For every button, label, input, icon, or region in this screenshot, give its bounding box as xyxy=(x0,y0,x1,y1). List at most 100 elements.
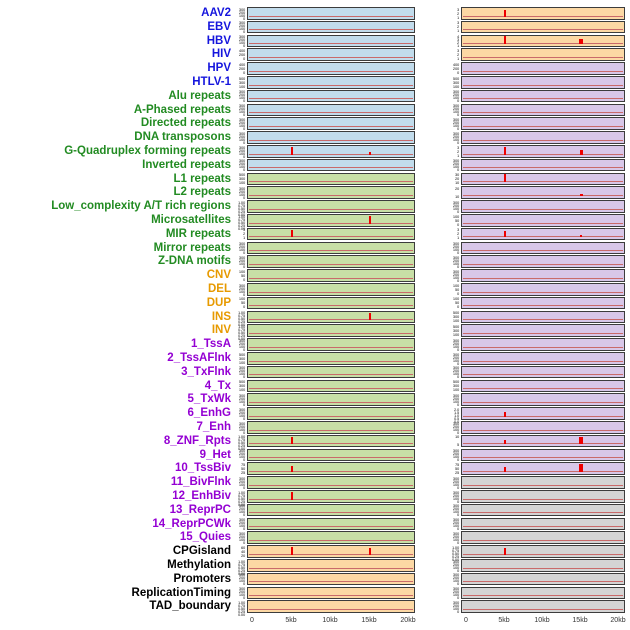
signal-baseline xyxy=(249,539,413,541)
y-axis-ticks-right: 100 50 0 xyxy=(424,297,459,309)
signal-baseline xyxy=(249,346,413,348)
y-axis-ticks-right: 300 200 100 0 xyxy=(424,90,459,103)
y-tick-label: 100 xyxy=(238,164,245,170)
y-tick-label: 200 xyxy=(238,92,245,98)
y-tick-label: 100 xyxy=(238,578,245,584)
y-tick-label: 100 xyxy=(452,343,459,349)
track-label: ReplicationTiming xyxy=(131,586,231,599)
y-tick-label: 0 xyxy=(242,112,245,118)
track-panel-right xyxy=(461,448,625,462)
y-axis-ticks-left: 1.00 0.75 0.50 0.25 0.00 xyxy=(233,324,245,340)
track-panel-left xyxy=(247,172,415,186)
y-tick-label: 100 xyxy=(452,371,459,377)
signal-baseline xyxy=(463,263,623,265)
y-tick-label: 20 xyxy=(454,185,459,191)
y-tick-label: 400 xyxy=(238,61,245,67)
y-tick-label: 500 xyxy=(238,75,245,81)
signal-baseline xyxy=(463,595,623,597)
y-tick-label: 100 xyxy=(238,481,245,487)
signal-spike xyxy=(580,234,582,238)
signal-baseline xyxy=(249,208,413,210)
y-tick-label: 0 xyxy=(456,221,459,227)
y-tick-label: 0.25 xyxy=(238,608,245,614)
signal-baseline xyxy=(463,553,623,555)
y-tick-label: 200 xyxy=(238,51,245,57)
y-axis-ticks-left: 300 200 100 0 xyxy=(233,104,245,118)
y-tick-label: 0.5 xyxy=(454,415,459,421)
y-tick-label: 100 xyxy=(452,536,459,542)
signal-baseline xyxy=(463,332,623,334)
y-tick-label: 300 xyxy=(452,79,459,85)
y-tick-label: 100 xyxy=(452,282,459,288)
signal-baseline xyxy=(463,125,623,127)
track-panel-right xyxy=(461,131,625,144)
y-tick-label: 300 xyxy=(452,158,459,164)
track-panel-right xyxy=(461,600,625,613)
y-tick-label: 0.25 xyxy=(238,567,245,573)
y-tick-label: 2 xyxy=(456,24,459,30)
signal-spike xyxy=(369,215,371,224)
signal-baseline xyxy=(463,512,623,514)
signal-spike xyxy=(504,174,506,183)
y-tick-label: 0 xyxy=(242,512,245,518)
y-tick-label: 100 xyxy=(238,191,245,197)
y-tick-label: 200 xyxy=(452,492,459,498)
y-tick-label: 200 xyxy=(238,340,245,346)
y-tick-label: 1.0 xyxy=(454,412,459,418)
y-axis-ticks-right: 300 200 100 0 xyxy=(424,200,459,213)
y-tick-label: 0.25 xyxy=(238,222,245,228)
y-tick-label: 0 xyxy=(242,484,245,490)
y-tick-label: 25 xyxy=(240,469,245,475)
y-tick-label: 100 xyxy=(452,578,459,584)
y-tick-label: 0.75 xyxy=(238,602,245,608)
track-panel-right xyxy=(461,296,625,310)
signal-baseline xyxy=(249,181,413,183)
y-axis-ticks-right: 75 50 25 xyxy=(424,462,459,474)
y-tick-label: 0 xyxy=(456,69,459,75)
track-label: Microsatellites xyxy=(151,214,231,226)
y-tick-label: 300 xyxy=(452,103,459,109)
y-tick-label: 2 xyxy=(456,51,459,57)
y-axis-ticks-right: 300 200 100 0 xyxy=(424,366,459,379)
y-tick-label: 200 xyxy=(452,533,459,539)
y-tick-label: 200 xyxy=(238,575,245,581)
y-tick-label: 0 xyxy=(456,526,459,532)
y-tick-label: 3 xyxy=(242,227,245,233)
signal-spike xyxy=(579,436,583,445)
y-tick-label: 0.25 xyxy=(238,319,245,325)
track-label: 13_ReprPC xyxy=(169,503,231,516)
track-label: 3_TxFlnk xyxy=(181,365,231,378)
signal-baseline xyxy=(463,498,623,500)
y-axis-ticks-left: 300 200 100 0 xyxy=(233,407,245,420)
signal-baseline xyxy=(249,374,413,376)
y-tick-label: 200 xyxy=(238,506,245,512)
y-tick-label: 0.75 xyxy=(238,313,245,319)
track-panel-right xyxy=(461,503,625,517)
y-axis-ticks-right: 300 200 100 0 xyxy=(424,255,459,268)
signal-baseline xyxy=(463,305,623,307)
track-label: MIR repeats xyxy=(165,227,231,240)
signal-baseline xyxy=(249,56,413,58)
signal-baseline xyxy=(463,139,623,141)
y-tick-label: 200 xyxy=(452,423,459,429)
y-tick-label: 100 xyxy=(238,536,245,542)
y-tick-label: 200 xyxy=(452,589,459,595)
y-tick-label: 0.25 xyxy=(238,498,245,504)
track-panel-left xyxy=(247,503,415,517)
y-tick-label: 300 xyxy=(238,530,245,536)
y-axis-ticks-left: 300 200 100 0 xyxy=(233,366,245,379)
y-tick-label: 100 xyxy=(238,371,245,377)
y-tick-label: 0 xyxy=(242,194,245,200)
y-axis-ticks-right: 1.00 0.75 0.50 0.25 0.00 xyxy=(424,545,459,561)
y-tick-label: 1 xyxy=(456,43,459,49)
y-tick-label: 200 xyxy=(452,354,459,360)
signal-baseline xyxy=(463,443,623,445)
y-axis-ticks-left: 1.00 0.75 0.50 0.25 0.00 xyxy=(233,200,245,216)
y-tick-label: 300 xyxy=(452,383,459,389)
y-tick-label: 300 xyxy=(238,158,245,164)
track-panel-right xyxy=(461,324,625,337)
y-tick-label: 100 xyxy=(452,95,459,101)
y-tick-label: 200 xyxy=(238,244,245,250)
y-tick-label: 100 xyxy=(238,592,245,598)
y-axis-ticks-left: 300 200 100 0 xyxy=(233,90,245,103)
